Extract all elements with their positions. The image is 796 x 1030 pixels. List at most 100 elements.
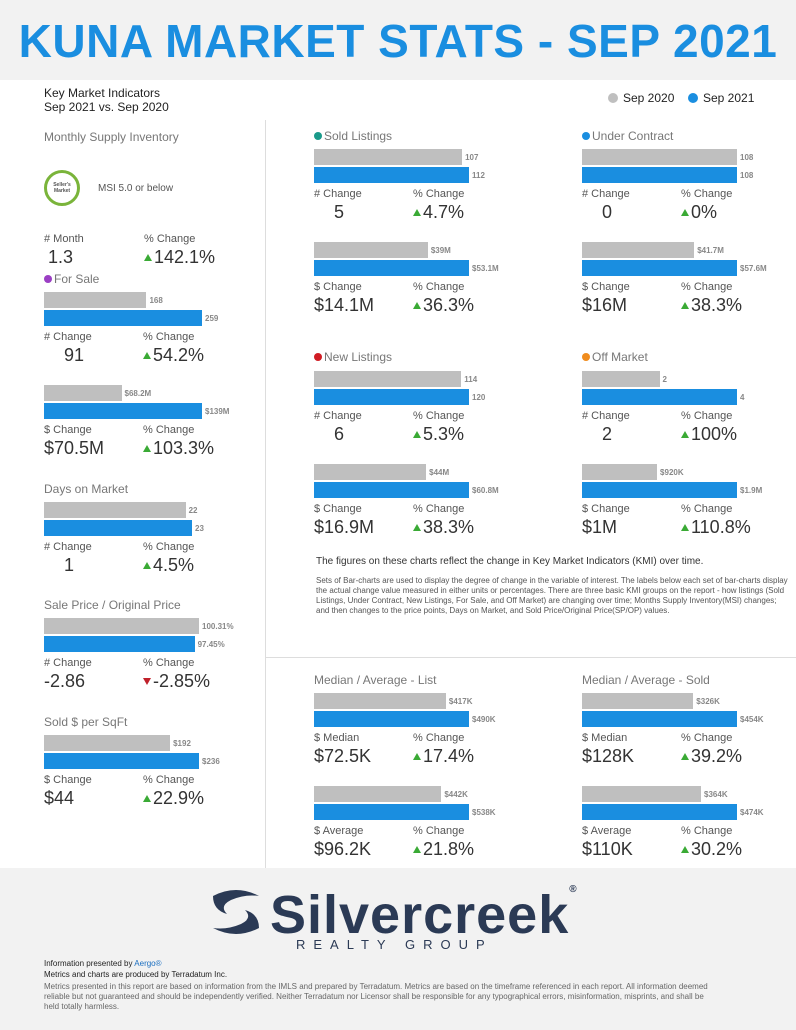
change-value-1: $1M xyxy=(582,517,618,537)
change-label-2: % Change xyxy=(413,732,465,744)
up-arrow-icon xyxy=(413,209,421,216)
bar-row-prev: $68.2M xyxy=(44,385,254,401)
bar-row-prev: $364K xyxy=(582,786,792,802)
change-labels: $ Change % Change xyxy=(582,503,792,517)
bar-curr-label: $454K xyxy=(740,714,764,724)
change-value-1: 6 xyxy=(334,424,345,444)
note-body: Sets of Bar-charts are used to display t… xyxy=(316,576,788,615)
up-arrow-icon xyxy=(144,254,152,261)
msi-desc: MSI 5.0 or below xyxy=(98,183,174,194)
sold-price-title: Median / Average - Sold xyxy=(582,673,710,687)
change-label-2: % Change xyxy=(413,825,465,837)
bar-row-prev: 100.31% xyxy=(44,618,254,634)
change-label-1: # Change xyxy=(582,410,630,422)
new-listings-title-text: New Listings xyxy=(324,350,393,364)
bar-prev xyxy=(314,242,428,258)
bar-row-prev: $192 xyxy=(44,735,254,751)
dom-chart: 22 23 # Change % Change 1 4.5% xyxy=(44,502,254,577)
msi-label-1: # Month xyxy=(44,233,84,245)
up-arrow-icon xyxy=(681,431,689,438)
change-label-1: # Change xyxy=(44,657,92,669)
sp-op-title: Sale Price / Original Price xyxy=(44,598,181,612)
up-arrow-icon xyxy=(413,846,421,853)
change-value-1: $16.9M xyxy=(314,517,375,537)
bar-row-curr: $490K xyxy=(314,711,524,727)
change-values: 0 0% xyxy=(582,202,792,224)
bar-curr xyxy=(582,167,737,183)
bar-prev xyxy=(44,385,122,401)
bar-row-curr: $60.8M xyxy=(314,482,524,498)
sold-dot-icon xyxy=(314,132,322,140)
change-label-2: % Change xyxy=(681,410,733,422)
change-labels: $ Change % Change xyxy=(314,503,524,517)
bar-row-curr: $474K xyxy=(582,804,792,820)
bar-curr-label: 259 xyxy=(205,313,219,323)
bar-prev-label: $920K xyxy=(660,467,684,477)
change-percent-text: 110.8% xyxy=(691,517,751,537)
bar-row-prev: $417K xyxy=(314,693,524,709)
change-percent-text: 100% xyxy=(691,424,738,444)
bar-row-prev: 108 xyxy=(582,149,792,165)
under-title-text: Under Contract xyxy=(592,129,674,143)
up-arrow-icon xyxy=(681,302,689,309)
change-values: $16.9M 38.3% xyxy=(314,517,524,539)
bar-prev xyxy=(314,693,446,709)
change-percent: 54.2% xyxy=(143,345,204,366)
bar-prev-label: $364K xyxy=(704,789,728,799)
change-percent: 38.3% xyxy=(413,517,474,538)
change-label-1: $ Change xyxy=(44,424,92,436)
change-percent: 0% xyxy=(681,202,717,223)
page-title: KUNA MARKET STATS - SEP 2021 xyxy=(18,15,778,67)
sold-dollars-chart: $39M $53.1M $ Change % Change $14.1M 36.3% xyxy=(314,242,524,317)
bar-prev-label: $442K xyxy=(444,789,468,799)
change-value-1: $128K xyxy=(582,746,635,766)
change-label-1: $ Average xyxy=(582,825,632,837)
change-percent-text: 0% xyxy=(691,202,718,222)
msi-value-2-text: 142.1% xyxy=(154,247,216,267)
off-market-dot-icon xyxy=(582,353,590,361)
bar-prev-label: 100.31% xyxy=(202,621,234,631)
change-labels: # Change % Change xyxy=(582,410,792,424)
change-labels: $ Average % Change xyxy=(582,825,792,839)
bar-prev xyxy=(582,371,660,387)
aergo-link[interactable]: Aergo® xyxy=(134,959,162,968)
bar-prev xyxy=(44,292,147,308)
change-values: $128K 39.2% xyxy=(582,746,792,768)
bar-curr-label: $53.1M xyxy=(472,263,499,273)
change-percent-text: 21.8% xyxy=(423,839,475,859)
bar-row-curr: 23 xyxy=(44,520,254,536)
change-percent: -2.85% xyxy=(143,671,210,692)
change-value-1: $72.5K xyxy=(314,746,372,766)
up-arrow-icon xyxy=(413,302,421,309)
msi-label-2: % Change xyxy=(144,233,196,245)
bar-curr xyxy=(44,636,195,652)
up-arrow-icon xyxy=(413,753,421,760)
change-percent-text: 30.2% xyxy=(691,839,743,859)
change-value-1: 2 xyxy=(602,424,613,444)
change-value-1: $44 xyxy=(44,788,75,808)
change-labels: $ Change % Change xyxy=(582,281,792,295)
footer xyxy=(0,868,796,1030)
change-label-1: $ Change xyxy=(314,503,362,515)
change-values: 1 4.5% xyxy=(44,555,254,577)
change-label-2: % Change xyxy=(413,281,465,293)
bar-curr xyxy=(314,804,469,820)
off-units-chart: 2 4 # Change % Change 2 100% xyxy=(582,371,792,446)
new-dollars-chart: $44M $60.8M $ Change % Change $16.9M 38.3% xyxy=(314,464,524,539)
change-percent-text: 38.3% xyxy=(423,517,475,537)
change-labels: # Change % Change xyxy=(44,657,254,671)
change-label-1: # Change xyxy=(44,541,92,553)
bar-prev-label: $68.2M xyxy=(124,388,152,398)
dom-title: Days on Market xyxy=(44,482,129,496)
bar-curr-label: $538K xyxy=(472,807,496,817)
bar-curr xyxy=(314,389,469,405)
change-values: $44 22.9% xyxy=(44,788,254,810)
change-percent-text: 54.2% xyxy=(153,345,205,365)
bar-prev-label: 22 xyxy=(188,505,198,515)
column-divider xyxy=(265,120,266,868)
up-arrow-icon xyxy=(143,795,151,802)
change-values: 91 54.2% xyxy=(44,345,254,367)
bar-prev-label: 168 xyxy=(149,295,163,305)
msi-value-1: 1.3 xyxy=(48,247,74,267)
change-label-1: $ Change xyxy=(44,774,92,786)
